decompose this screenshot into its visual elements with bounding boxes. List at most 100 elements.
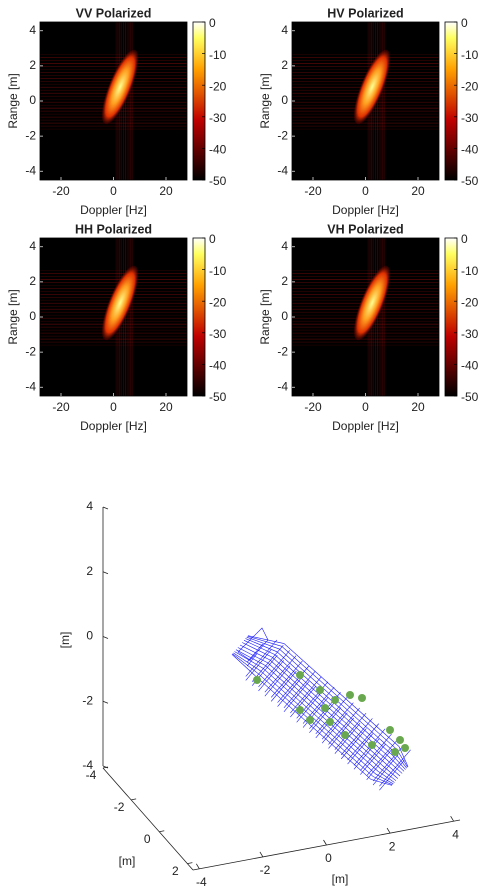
marker — [306, 716, 314, 724]
wire — [321, 712, 348, 744]
y-tick — [131, 798, 137, 801]
colorbar-tick-label: -30 — [461, 111, 479, 125]
colorbar-tick-label: -30 — [209, 111, 227, 125]
colorbar-tick-label: -10 — [209, 264, 227, 278]
x-tick-label: 20 — [159, 400, 173, 414]
wire — [264, 655, 297, 693]
wire — [247, 635, 409, 767]
marker — [296, 671, 304, 679]
z-tick-label: 0 — [86, 629, 93, 643]
image — [292, 238, 439, 396]
colorbar-tick-label: -40 — [209, 359, 227, 373]
wire — [283, 671, 316, 709]
x-tick-label: 0 — [325, 851, 332, 865]
marker — [368, 741, 376, 749]
wire — [245, 639, 278, 677]
marker — [396, 736, 404, 744]
wire — [328, 717, 354, 749]
z-tick — [102, 506, 109, 510]
x-tick-label: 20 — [411, 400, 425, 414]
image — [40, 238, 187, 396]
wire — [360, 733, 392, 771]
plot-title: VV Polarized — [76, 6, 152, 20]
y-axis-label: Range [m] — [6, 289, 20, 344]
x-axis-label: Doppler [Hz] — [332, 203, 399, 217]
marker — [391, 748, 399, 756]
z-tick — [102, 571, 109, 575]
marker — [296, 706, 304, 714]
y-tick — [102, 766, 109, 769]
colorbar-tick-label: -40 — [461, 143, 479, 157]
y-tick-label: -4 — [277, 163, 288, 177]
wire — [309, 702, 335, 733]
wire — [379, 749, 411, 787]
colorbar-tick-label: -50 — [209, 174, 227, 188]
y-tick-label: -4 — [25, 163, 36, 177]
y-axis — [102, 767, 194, 871]
y-tick-label: 2 — [172, 864, 179, 878]
x-tick-label: 2 — [389, 839, 396, 853]
y-tick-label: 4 — [29, 23, 36, 37]
x-tick-label: -20 — [52, 400, 70, 414]
image — [40, 22, 187, 180]
wire — [239, 644, 401, 777]
x-tick-label: -20 — [52, 184, 70, 198]
wire — [258, 660, 284, 692]
wire — [246, 643, 264, 663]
y-axis-label: Range [m] — [258, 289, 272, 344]
y-tick-label: 2 — [29, 58, 36, 72]
colorbar-tick-label: -30 — [209, 327, 227, 341]
y-axis-label: Range [m] — [258, 73, 272, 128]
target-response — [101, 49, 139, 125]
x-tick-label: -2 — [260, 863, 271, 877]
image — [292, 22, 439, 180]
y-tick-label: 0 — [29, 93, 36, 107]
colorbar-tick-label: 0 — [461, 16, 468, 30]
colorbar — [444, 237, 458, 397]
z-tick — [102, 636, 109, 639]
y-tick-label: 4 — [29, 239, 36, 253]
marker — [358, 694, 366, 702]
z-tick-label: -2 — [82, 693, 93, 707]
colorbar-tick-label: -50 — [461, 390, 479, 404]
wire — [237, 627, 269, 661]
x-tick-label: 20 — [159, 184, 173, 198]
y-tick-label: -4 — [277, 379, 288, 393]
wire — [270, 670, 297, 702]
plot-title: HV Polarized — [327, 6, 403, 20]
y-axis-label: Range [m] — [6, 73, 20, 128]
x-tick — [450, 815, 454, 822]
x-tick-label: 4 — [452, 827, 459, 841]
wire — [328, 707, 360, 745]
colorbar-tick-label: 0 — [209, 16, 216, 30]
y-tick-label: -2 — [277, 128, 288, 142]
x-tick-label: 0 — [110, 184, 117, 198]
wire — [372, 754, 399, 786]
target-response — [353, 49, 391, 125]
x-axis-label: Doppler [Hz] — [80, 203, 147, 217]
marker — [253, 676, 261, 684]
colorbar-tick-label: -10 — [461, 48, 479, 62]
x-tick-label: 0 — [362, 184, 369, 198]
marker — [341, 731, 349, 739]
colorbar-tick-label: -20 — [461, 295, 479, 309]
colorbar-tick-label: 0 — [461, 232, 468, 246]
y-tick-label: 0 — [281, 93, 288, 107]
y-axis-label: [m] — [119, 854, 136, 868]
wire — [242, 642, 403, 774]
target-response — [353, 265, 391, 341]
wire — [290, 686, 316, 718]
x-axis-label: Doppler [Hz] — [332, 419, 399, 433]
marker — [326, 718, 334, 726]
marker — [386, 726, 394, 734]
marker — [321, 704, 329, 712]
z-tick-label: 4 — [86, 499, 93, 513]
x-tick-label: -20 — [304, 400, 322, 414]
wire — [360, 743, 386, 775]
z-tick — [102, 700, 109, 704]
wire — [321, 702, 354, 740]
y-tick-label: 2 — [281, 58, 288, 72]
z-tick — [102, 765, 109, 769]
wire — [340, 728, 367, 760]
colorbar-tick-label: -20 — [461, 79, 479, 93]
